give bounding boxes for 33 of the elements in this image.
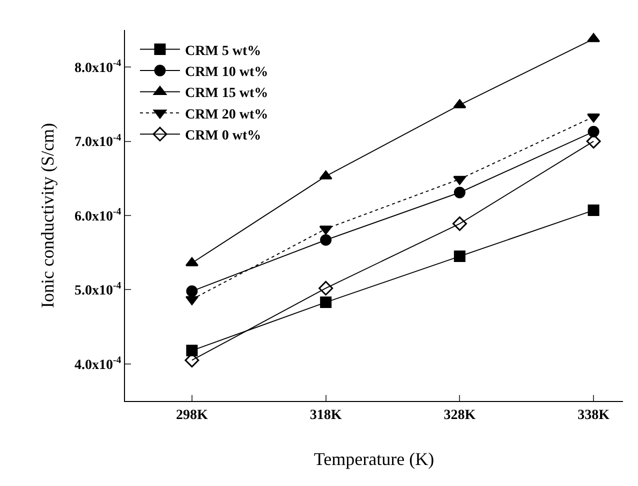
- legend-label: CRM 5 wt%: [184, 44, 262, 59]
- y-axis-title: Ionic conductivity (S/cm): [38, 123, 58, 308]
- point: [587, 33, 600, 42]
- legend-label: CRM 20 wt%: [184, 107, 268, 122]
- point: [186, 285, 198, 297]
- y-tick-label: 4.0x10$^{-4}$: [74, 354, 122, 373]
- point: [454, 250, 466, 262]
- x-tick-label: 328K: [444, 408, 476, 423]
- point: [185, 257, 198, 266]
- x-tick-label: 318K: [310, 408, 342, 423]
- point: [319, 170, 332, 180]
- y-tick-label: 5.0x10$^{-4}$: [74, 280, 122, 299]
- x-tick-label: 338K: [578, 408, 610, 423]
- point: [319, 226, 332, 235]
- point: [588, 126, 600, 138]
- point: [320, 296, 332, 308]
- legend-label: CRM 0 wt%: [184, 128, 262, 144]
- point: [588, 204, 600, 216]
- x-tick-label: 298K: [176, 408, 208, 423]
- point: [186, 344, 198, 356]
- point: [185, 296, 198, 306]
- x-axis-title: Temperature (K): [314, 448, 434, 469]
- point: [453, 99, 466, 108]
- legend-label: CRM 15 wt%: [184, 86, 268, 102]
- y-tick-label: 6.0x10$^{-4}$: [74, 206, 122, 224]
- y-tick-label: 7.0x10$^{-4}$: [74, 132, 122, 150]
- point: [452, 216, 467, 231]
- point: [318, 280, 334, 296]
- point: [453, 176, 466, 185]
- point: [320, 234, 332, 246]
- y-tick-label: 8.0x10$^{-4}$: [74, 58, 122, 76]
- point: [454, 186, 466, 198]
- legend-label: CRM 10 wt%: [184, 64, 268, 80]
